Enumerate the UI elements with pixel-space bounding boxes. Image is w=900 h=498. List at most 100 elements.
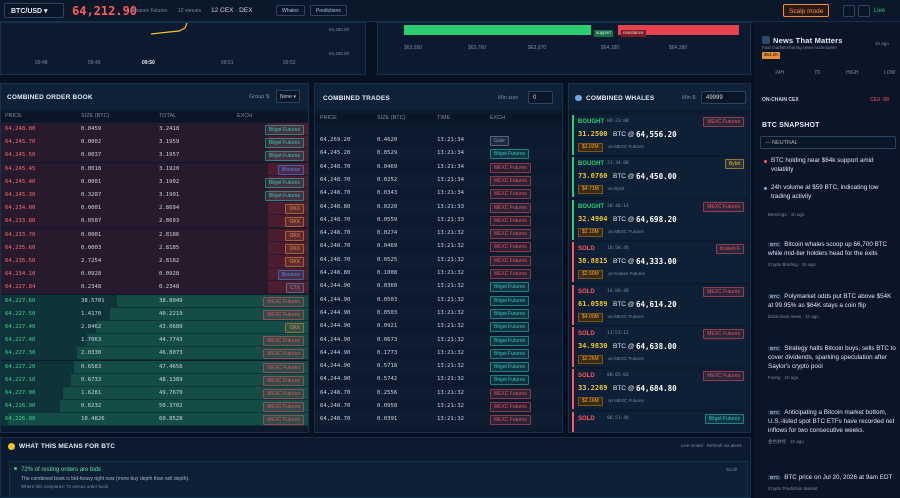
- news-item[interactable]: BTC Anticipating a Bitcoin market bottom,…: [768, 408, 896, 446]
- size: 0.6583: [81, 363, 102, 370]
- size: 0.0018: [81, 165, 102, 172]
- price: 64,248.70: [320, 190, 351, 197]
- news-title: News That Matters: [773, 36, 843, 45]
- exchange-badge: OKX: [285, 204, 304, 215]
- whale-venue: on MEXC Futures: [608, 313, 644, 319]
- total: 0.2348: [159, 284, 180, 291]
- whale-side: SOLD: [578, 415, 595, 422]
- exchange-badge: Bitget Futures: [490, 348, 530, 359]
- whale-card: SOLD 11:53:12 MEXC Futures 34.9830 BTC @64,6…: [572, 327, 748, 367]
- total: 48.1389: [159, 376, 183, 383]
- news-item[interactable]: BTC BTC price on Jul 20, 2026 at 9am EDT C…: [768, 473, 896, 493]
- size: 0.0360: [377, 283, 398, 290]
- news-item[interactable]: BTC Bitcoin whales scoop up 66,700 BTC wh…: [768, 240, 896, 269]
- whale-venue: on Kraken Futures: [608, 271, 646, 277]
- whale-unit: BTC @: [613, 258, 635, 266]
- stat-label[interactable]: HIGH: [846, 70, 859, 76]
- news-source: Crypto Prediction Market: [768, 486, 818, 491]
- min-size-input[interactable]: 0: [528, 91, 553, 104]
- depth-bar: [268, 202, 308, 215]
- whale-price: 64,638.00: [636, 342, 677, 351]
- price: 64,248.70: [320, 163, 351, 170]
- whale-side: BOUGHT: [578, 119, 604, 125]
- exchange-badge: Bitget Futures: [490, 308, 530, 319]
- column-label: PRICE: [320, 115, 337, 121]
- time: 13:21:32: [437, 296, 464, 303]
- news-item[interactable]: BTC Strategy halts Bitcoin buys, sells BT…: [768, 344, 896, 382]
- icon-button[interactable]: [843, 5, 855, 17]
- exchange-badge: OKX: [285, 323, 304, 333]
- exchange-badge: MEXC Futures: [490, 388, 531, 399]
- whale-venue: on MEXC Futures: [608, 144, 644, 149]
- group-select[interactable]: None ▾: [276, 90, 300, 103]
- whale-usd: $2.50M: [578, 270, 603, 280]
- scalp-mode-button[interactable]: Scalp mode: [783, 4, 830, 17]
- size: 0.5718: [377, 363, 398, 370]
- summary-title: WHAT THIS MEANS FOR BTC: [19, 443, 116, 450]
- icon-button[interactable]: [858, 5, 870, 17]
- price: 64,234.00: [5, 205, 36, 212]
- price: 64,227.30: [5, 350, 36, 357]
- bid-depth-bar: [404, 25, 591, 35]
- price: 64,234.10: [5, 271, 36, 278]
- trade-row: 64,244.90 0.5718 13:21:32 Bitget Futures: [315, 360, 562, 373]
- news-title: BTC price on Jul 20, 2026 at 9am EDT: [784, 474, 893, 481]
- x-axis-label: $64,180: [601, 45, 620, 51]
- time: 13:21:33: [437, 203, 464, 210]
- symbol-select[interactable]: BTC/USD ▾: [4, 3, 64, 18]
- x-axis-label: $64,390: [669, 45, 688, 51]
- size: 0.4620: [377, 137, 398, 143]
- news-icon: [762, 36, 770, 44]
- whale-unit: BTC @: [613, 385, 635, 393]
- panel-title: COMBINED TRADES: [323, 95, 390, 102]
- size: 0.0503: [377, 296, 398, 303]
- time: 13:21:32: [437, 256, 464, 263]
- min-usd-input[interactable]: 49999: [701, 91, 746, 104]
- news-item[interactable]: BTC Polymarket odds put BTC above $54K at…: [768, 292, 896, 321]
- exchange-badge: Bitget Futures: [264, 177, 304, 188]
- size: 0.0469: [377, 243, 398, 250]
- price: 64,248.70: [320, 176, 351, 183]
- x-axis-label: $63,970: [528, 45, 547, 51]
- whale-usd: $4.00M: [578, 312, 603, 322]
- bid-row: 64,226.80 10.4826 60.8528 MEXC Futures: [1, 413, 308, 427]
- depth-bar: [268, 149, 308, 162]
- market-mode[interactable]: 12 CEX · DEX: [211, 7, 253, 14]
- price: 64,245.70: [5, 139, 36, 146]
- predictions-tab[interactable]: Predictions: [310, 5, 347, 16]
- whale-qty: 33.2269: [578, 384, 608, 393]
- price: 64,248.70: [320, 256, 351, 263]
- depth-bar: [268, 189, 308, 201]
- stat-label[interactable]: 24H: [775, 70, 785, 76]
- size: 0.5742: [377, 376, 398, 383]
- ask-row: 64,233.70 0.0001 2.8186 OKX: [1, 228, 308, 242]
- size: 2.0330: [81, 350, 102, 357]
- whale-side: SOLD: [578, 373, 595, 380]
- x-axis-label: 09:52: [283, 60, 296, 66]
- exchange-badge: MEXC Futures: [263, 402, 304, 413]
- price: 64,248.80: [5, 126, 36, 132]
- total: 3.1920: [159, 165, 180, 172]
- total: 49.7670: [159, 390, 183, 396]
- trade-row: 64,248.70 0.0391 13:21:32 MEXC Futures: [315, 413, 562, 426]
- ask-row: 64,245.30 0.3207 3.1901 Bitget Futures: [1, 189, 308, 202]
- whale-price: 64,698.20: [636, 214, 677, 224]
- whale-qty: 31.2500: [578, 130, 608, 138]
- size: 2.7254: [81, 258, 102, 264]
- whales-tab[interactable]: Whales: [276, 5, 305, 16]
- exchange-badge: MEXC Futures: [263, 389, 304, 399]
- price: 64,233.80: [5, 218, 36, 225]
- exchange-badge: MEXC Futures: [263, 336, 304, 347]
- size: 0.2556: [377, 389, 398, 396]
- size: 0.0958: [377, 403, 398, 409]
- total: 40.2219: [159, 310, 183, 317]
- price: 64,244.90: [320, 376, 351, 383]
- trade-row: 64,244.90 0.0503 13:21:32 Bitget Futures: [315, 294, 562, 307]
- stat-label[interactable]: LOW: [884, 70, 896, 76]
- stat-label[interactable]: 7D: [814, 70, 821, 76]
- trade-row: 64,248.70 0.0469 13:21:32 MEXC Futures: [315, 240, 562, 253]
- size: 0.0391: [377, 416, 398, 423]
- price-line: [150, 23, 188, 35]
- whale-time: 10:58:46: [607, 246, 629, 252]
- column-label: EXCH: [237, 113, 253, 119]
